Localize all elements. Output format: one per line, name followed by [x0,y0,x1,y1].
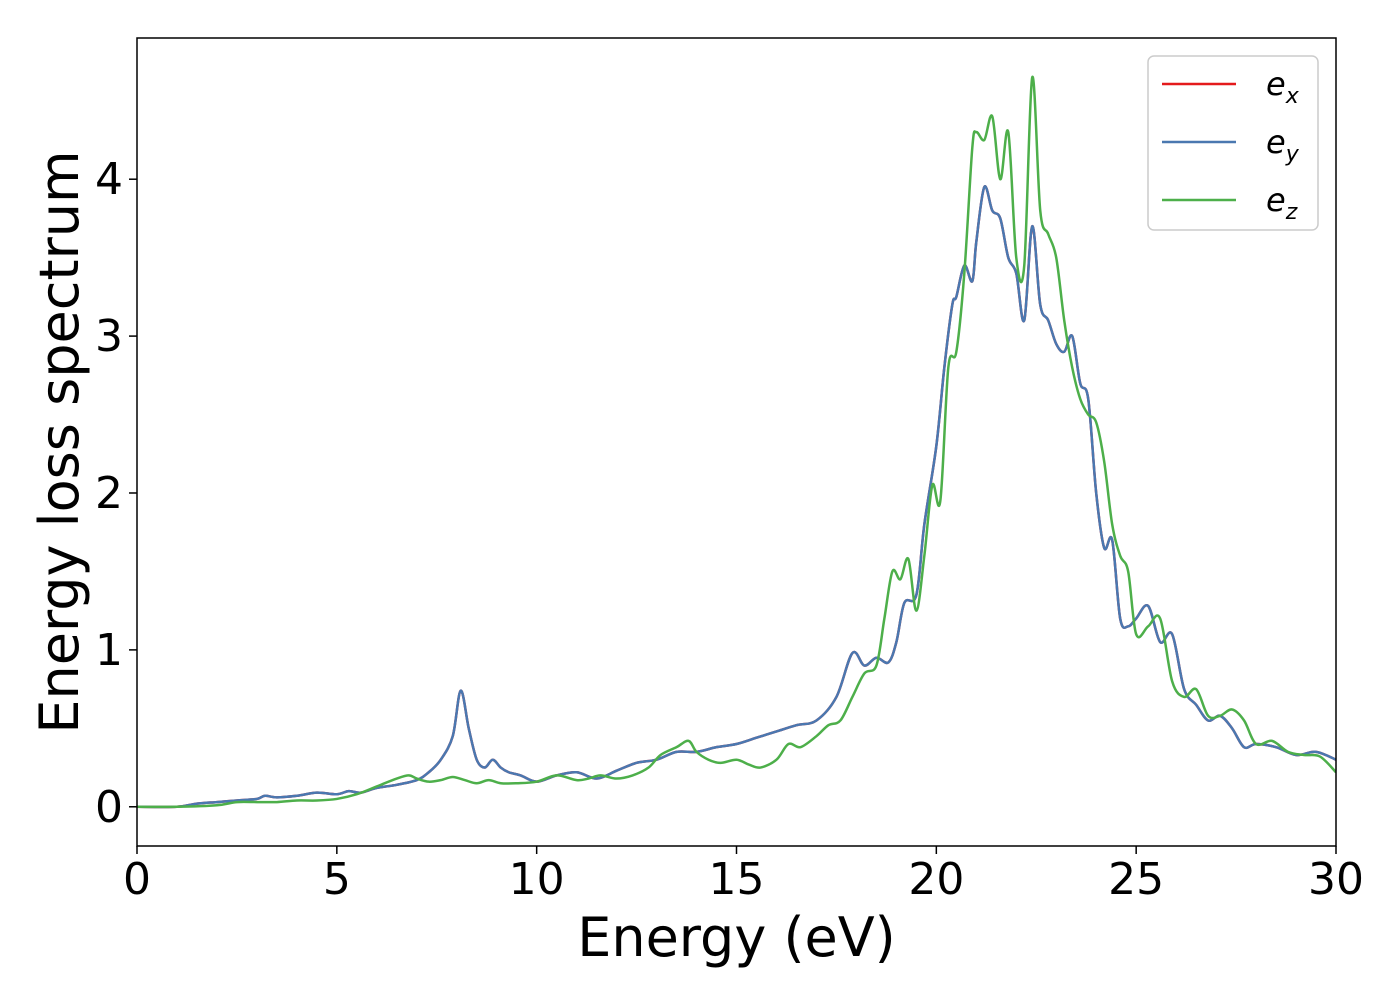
series-lines [137,75,1336,809]
legend: ex ey ez [1147,55,1319,231]
y-tick-label: 0 [95,782,123,833]
y-tick-label: 4 [95,154,123,205]
x-tick-label: 25 [1108,854,1164,905]
x-tick-label: 5 [323,854,351,905]
y-tick-label: 1 [95,625,123,676]
y-tick-label: 2 [95,468,123,519]
series-line-z [137,75,1336,809]
x-tick-label: 15 [709,854,765,905]
x-tick-label: 10 [509,854,565,905]
x-tick-label: 30 [1308,854,1364,905]
legend-label-z: ez [1266,181,1298,225]
y-axis-label: Energy loss spectrum [28,150,91,733]
x-tick-label: 20 [908,854,964,905]
y-axis-ticks: 0 1 2 3 4 [95,154,137,833]
x-axis-label: Energy (eV) [577,906,896,969]
y-tick-label: 3 [95,311,123,362]
x-tick-label: 0 [123,854,151,905]
x-axis-ticks: 0 5 10 15 20 25 30 [123,846,1364,905]
series-line-y [137,185,1336,809]
legend-label-x: ex [1266,65,1300,109]
series-line-x [137,185,1336,809]
legend-label-y: ey [1266,123,1300,167]
